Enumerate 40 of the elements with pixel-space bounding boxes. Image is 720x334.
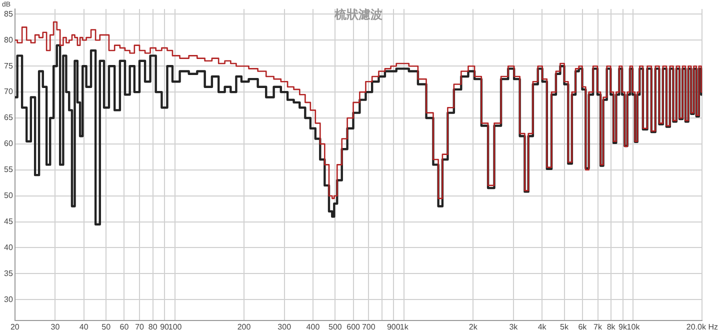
x-tick-label: 200 — [237, 322, 252, 332]
y-tick-label: 85 — [4, 9, 14, 18]
x-tick-label: 1k — [400, 322, 410, 332]
x-tick-label: 3k — [509, 322, 519, 332]
x-tick-label: 700 — [362, 322, 376, 332]
chart-title: 梳狀濾波 — [334, 7, 384, 22]
x-tick-label: 4k — [538, 322, 548, 332]
x-tick-label: 6k — [578, 322, 588, 332]
x-tick-label: 40 — [79, 322, 89, 332]
y-tick-label: 60 — [4, 139, 14, 148]
x-tick-label: 600 — [346, 322, 361, 332]
x-tick-label: 60 — [120, 322, 130, 332]
y-tick-label: 40 — [4, 242, 14, 252]
y-tick-label: 70 — [4, 87, 14, 96]
x-tick-label: 70 — [135, 322, 145, 332]
y-tick-label: 55 — [4, 165, 14, 174]
y-tick-label: 45 — [4, 216, 14, 226]
y-tick-label: 35 — [4, 268, 14, 278]
x-tick-label: 500 — [328, 322, 342, 332]
y-tick-label: 80 — [4, 35, 14, 44]
x-tick-label: 20 — [10, 322, 20, 332]
y-tick-label: 65 — [4, 113, 14, 122]
y-tick-label: 30 — [4, 294, 14, 304]
y-tick-label: 75 — [4, 61, 14, 70]
x-tick-label: 9k — [618, 322, 628, 332]
x-tick-label: 30 — [50, 322, 60, 332]
x-tick-label: 5k — [560, 322, 570, 332]
x-tick-label: 2k — [468, 322, 478, 332]
x-tick-label: 80 — [148, 322, 158, 332]
y-tick-label: 50 — [4, 191, 14, 200]
x-tick-label: 10k — [626, 322, 641, 332]
x-tick-label: 90 — [160, 322, 170, 332]
x-tick-label: 7k — [594, 322, 603, 332]
x-tick-label: 100 — [168, 322, 182, 332]
x-tick-label: 50 — [102, 322, 112, 332]
x-tick-label: 900 — [386, 322, 401, 332]
x-tick-label: 400 — [306, 322, 320, 332]
x-tick-label: 300 — [278, 322, 292, 332]
x-tick-label: 8k — [606, 322, 616, 332]
x-tick-label: 20.0k Hz — [686, 322, 718, 332]
